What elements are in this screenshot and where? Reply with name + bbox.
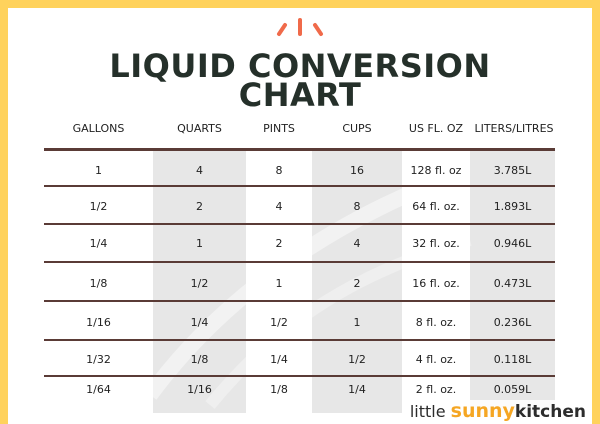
table-cell: 1/32 [86,353,111,366]
table-rule [44,339,555,341]
sparkle-icon [277,18,323,36]
table-cell: 1 [196,237,203,250]
table-cell: 1/4 [89,237,108,250]
table-rule [44,148,555,151]
header-us-fl-oz: US FL. OZ [408,122,464,135]
table-cell: 16 fl. oz. [412,277,460,290]
table-cell: 8 [275,164,283,177]
table-cell: 8 fl. oz. [415,316,457,329]
table-cell: 32 fl. oz. [412,237,460,250]
table-cell: 1/8 [270,383,288,396]
table-cell: 1/2 [190,277,209,290]
header-quarts: QUARTS [177,122,222,135]
table-cell: 8 [353,200,361,213]
column-shade-quarts [153,150,246,413]
table-cell: 1/2 [348,353,366,366]
table-cell: 2 [275,237,283,250]
table-cell: 1/64 [86,383,111,396]
page-title: LIQUID CONVERSION [109,47,491,85]
table-cell: 1/16 [187,383,212,396]
header-liters: LITERS/LITRES [474,122,554,135]
header-pints: PINTS [263,122,295,135]
table-cell: 2 fl. oz. [415,383,457,396]
table-cell: 128 fl. oz [410,164,462,177]
brand-logo-part2: sunny [450,400,515,422]
table-cell: 1/4 [348,383,366,396]
table-cell: 64 fl. oz. [412,200,460,213]
table-rule [44,185,555,187]
table-cell: 1.893L [493,200,532,213]
table-cell: 2 [353,277,361,290]
table-cell: 1/16 [86,316,111,329]
header-gallons: GALLONS [72,122,125,135]
table-rule [44,375,555,377]
table-cell: 4 fl. oz. [415,353,457,366]
table-cell: 0.236L [493,316,532,329]
header-cups: CUPS [342,122,372,135]
table-cell: 1/8 [89,277,108,290]
brand-logo-part3: kitchen [514,402,586,422]
table-cell: 0.118L [493,353,532,366]
table-rule [44,223,555,225]
table-cell: 0.946L [493,237,532,250]
brand-logo: little sunnykitchen [407,400,588,422]
table-cell: 1/2 [89,200,108,213]
table-cell: 1/4 [190,316,209,329]
table-cell: 1 [95,164,102,177]
table-cell: 0.059L [493,383,532,396]
table-cell: 4 [275,200,283,213]
table-cell: 1/8 [190,353,209,366]
table-rule [44,300,555,302]
page-title-line2: CHART [238,76,362,114]
table-cell: 1/4 [270,353,288,366]
table-cell: 1 [353,316,361,329]
table-cell: 4 [353,237,361,250]
column-shade-liters [470,150,555,413]
table-cell: 0.473L [493,277,532,290]
table-cell: 2 [196,200,203,213]
column-shade-cups [312,150,402,413]
table-cell: 1/2 [270,316,288,329]
table-cell: 4 [196,164,203,177]
table-cell: 16 [350,164,364,177]
brand-logo-part1: little [409,402,446,421]
table-cell: 3.785L [493,164,532,177]
table-cell: 1 [275,277,283,290]
table-rule [44,261,555,263]
